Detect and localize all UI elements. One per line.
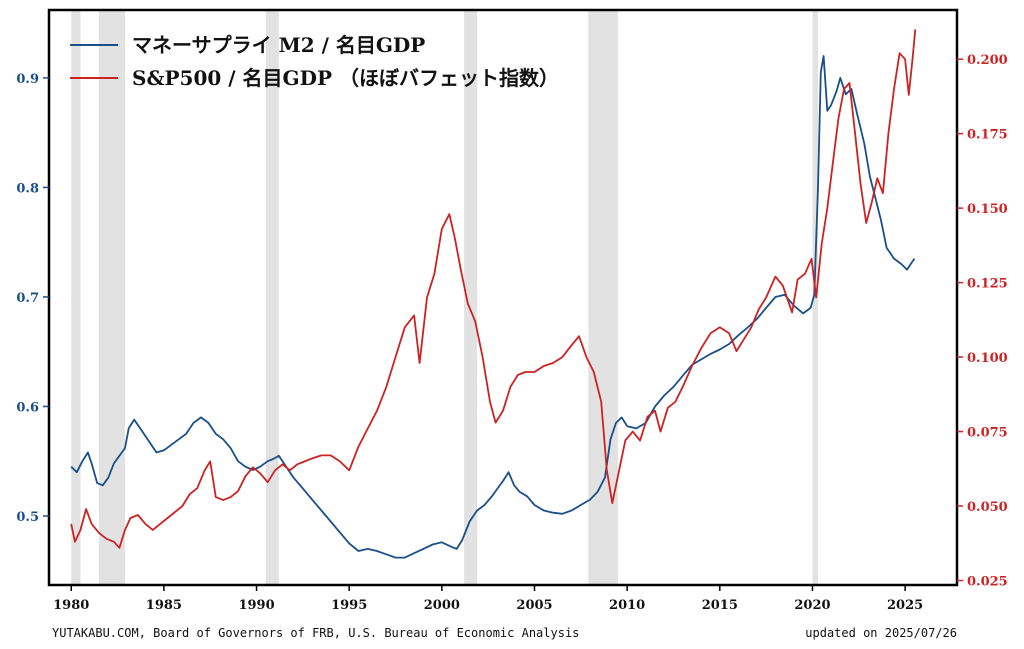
recession-band-2 [265, 10, 279, 585]
legend-label-m2: マネーサプライ M2 / 名目GDP [132, 33, 425, 57]
x-tick-label-2005: 2005 [516, 598, 552, 613]
right-tick-label-5: 0.150 [967, 202, 1008, 217]
x-tick-label-2025: 2025 [887, 598, 923, 613]
series-line-sp500 [70, 29, 917, 549]
right-tick-label-7: 0.200 [967, 53, 1008, 68]
footer-source: YUTAKABU.COM, Board of Governors of FRB,… [52, 626, 579, 640]
left-tick-label-3: 0.8 [16, 181, 39, 196]
recession-bands [71, 10, 819, 585]
recession-band-4 [588, 10, 618, 585]
series-layer [70, 29, 917, 559]
right-tick-label-6: 0.175 [967, 128, 1008, 143]
recession-band-3 [464, 10, 478, 585]
x-tick-label-1995: 1995 [331, 598, 367, 613]
left-axis: 0.5 0.6 0.7 0.8 0.9 [16, 72, 49, 525]
x-tick-label-2010: 2010 [609, 598, 645, 613]
right-tick-label-2: 0.075 [967, 426, 1008, 441]
x-tick-label-2015: 2015 [702, 598, 738, 613]
left-tick-label-4: 0.9 [16, 72, 39, 87]
x-tick-label-1985: 1985 [146, 598, 182, 613]
recession-band-0 [71, 10, 81, 585]
right-tick-label-1: 0.050 [967, 500, 1008, 515]
legend-label-sp500: S&P500 / 名目GDP （ほぼバフェット指数） [132, 66, 559, 90]
x-tick-label-2000: 2000 [424, 598, 460, 613]
right-tick-label-0: 0.025 [967, 575, 1008, 590]
right-tick-label-3: 0.100 [967, 351, 1008, 366]
x-tick-label-2020: 2020 [794, 598, 830, 613]
left-tick-label-2: 0.7 [16, 291, 39, 306]
legend: マネーサプライ M2 / 名目GDP S&P500 / 名目GDP （ほぼバフェ… [70, 33, 559, 90]
recession-band-5 [812, 10, 819, 585]
x-axis: 1980 1985 1990 1995 2000 2005 2010 2015 2020 2025 [53, 585, 923, 613]
x-tick-label-1980: 1980 [53, 598, 89, 613]
series-line-m2 [70, 55, 916, 559]
recession-band-1 [99, 10, 125, 585]
right-axis: 0.025 0.050 0.075 0.100 0.125 0.150 0.175 0.200 [957, 53, 1008, 590]
left-tick-label-1: 0.6 [16, 400, 39, 415]
left-tick-label-0: 0.5 [16, 510, 39, 525]
footer-updated: updated on 2025/07/26 [805, 626, 957, 640]
x-tick-label-1990: 1990 [238, 598, 274, 613]
right-tick-label-4: 0.125 [967, 277, 1008, 292]
